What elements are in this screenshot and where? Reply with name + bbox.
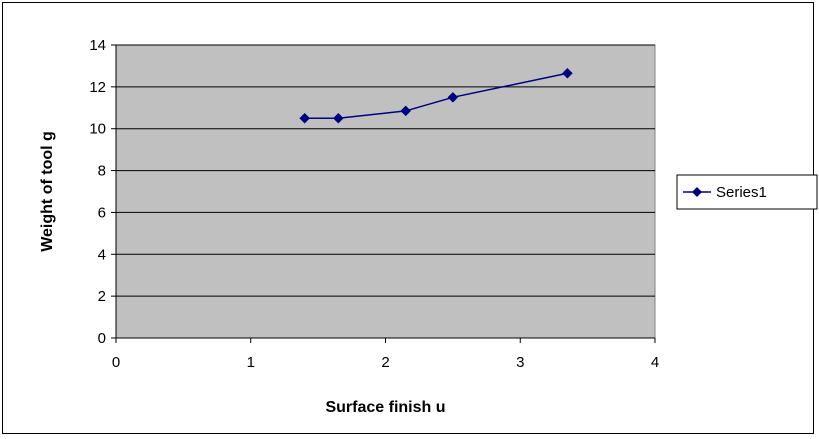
series-group bbox=[299, 67, 573, 124]
data-point-diamond bbox=[332, 112, 344, 124]
x-tick-label: 2 bbox=[381, 354, 389, 371]
y-tick-label: 12 bbox=[89, 79, 106, 96]
x-tick-label: 3 bbox=[516, 354, 524, 371]
x-tick-label: 0 bbox=[112, 354, 120, 371]
x-axis-title: Surface finish u bbox=[325, 399, 445, 416]
legend-marker-diamond-icon bbox=[692, 187, 702, 197]
y-axis: 0 2 4 6 8 10 12 14 bbox=[89, 37, 117, 347]
x-axis: 0 1 2 3 4 bbox=[112, 337, 659, 371]
data-point-diamond bbox=[400, 105, 412, 117]
y-axis-title: Weight of tool g bbox=[39, 131, 56, 252]
y-tick-label: 0 bbox=[98, 330, 106, 347]
legend: Series1 bbox=[676, 174, 818, 210]
plot-area bbox=[115, 44, 656, 339]
y-tick-label: 2 bbox=[98, 288, 106, 305]
y-tick-label: 10 bbox=[89, 121, 106, 138]
data-point-diamond bbox=[562, 67, 573, 79]
grid-lines bbox=[116, 44, 655, 297]
y-tick-label: 6 bbox=[98, 204, 106, 221]
data-point-diamond bbox=[447, 91, 459, 103]
data-point-diamond bbox=[299, 112, 311, 124]
legend-label: Series1 bbox=[716, 184, 767, 201]
y-tick-label: 8 bbox=[98, 163, 106, 180]
x-tick-label: 4 bbox=[651, 354, 659, 371]
y-tick-label: 4 bbox=[98, 246, 106, 263]
x-tick-label: 1 bbox=[247, 354, 255, 371]
y-tick-label: 14 bbox=[89, 37, 106, 54]
